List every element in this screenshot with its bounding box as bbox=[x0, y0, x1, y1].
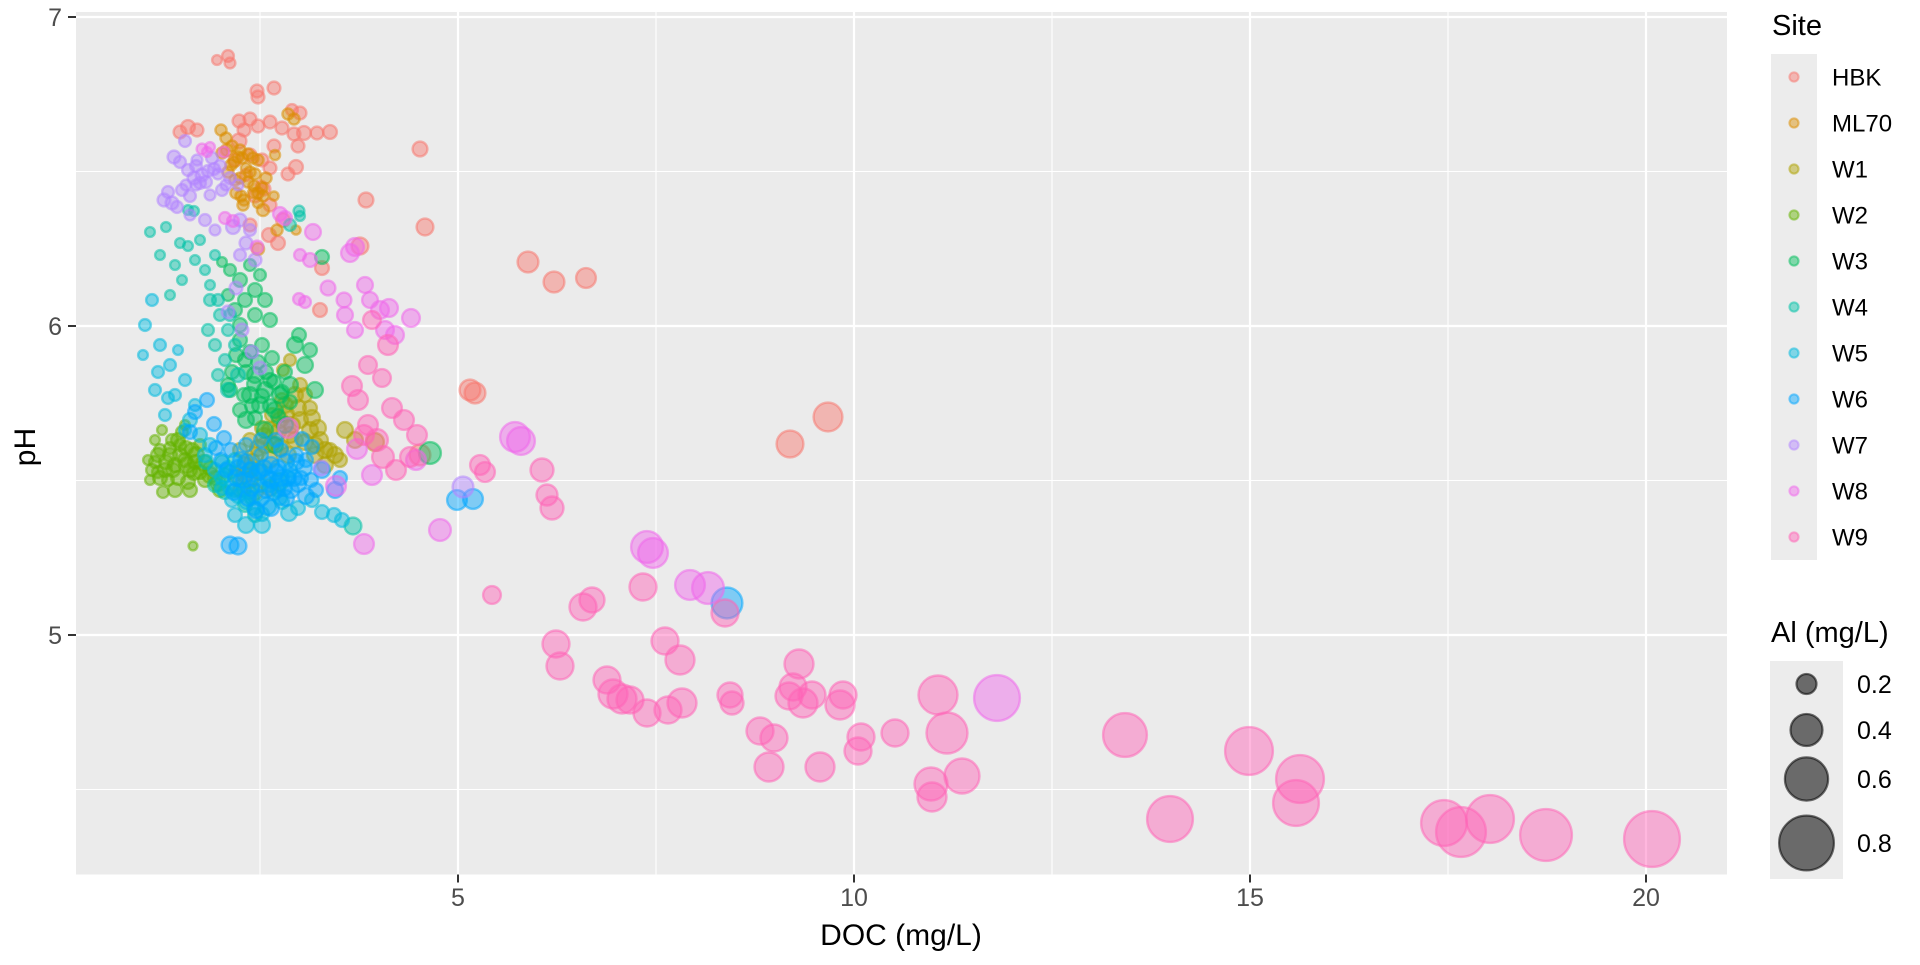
svg-text:HBK: HBK bbox=[1832, 65, 1881, 92]
svg-text:pH: pH bbox=[9, 428, 42, 466]
svg-text:0.2: 0.2 bbox=[1857, 671, 1892, 699]
svg-text:0.4: 0.4 bbox=[1857, 717, 1892, 745]
svg-text:W6: W6 bbox=[1832, 387, 1868, 414]
svg-text:W2: W2 bbox=[1832, 203, 1868, 230]
svg-text:6: 6 bbox=[48, 313, 62, 341]
svg-text:5: 5 bbox=[451, 884, 465, 912]
svg-text:15: 15 bbox=[1236, 884, 1264, 912]
svg-text:5: 5 bbox=[48, 622, 62, 650]
svg-text:W4: W4 bbox=[1832, 295, 1868, 322]
svg-text:7: 7 bbox=[48, 4, 62, 32]
svg-text:W1: W1 bbox=[1832, 157, 1868, 184]
svg-text:DOC (mg/L): DOC (mg/L) bbox=[820, 919, 982, 952]
svg-text:0.8: 0.8 bbox=[1857, 830, 1892, 858]
svg-text:0.6: 0.6 bbox=[1857, 766, 1892, 794]
svg-text:W9: W9 bbox=[1832, 525, 1868, 552]
svg-text:W8: W8 bbox=[1832, 479, 1868, 506]
svg-text:Site: Site bbox=[1772, 10, 1822, 42]
svg-text:W5: W5 bbox=[1832, 341, 1868, 368]
svg-text:W7: W7 bbox=[1832, 433, 1868, 460]
svg-text:20: 20 bbox=[1632, 884, 1660, 912]
svg-text:W3: W3 bbox=[1832, 249, 1868, 276]
svg-text:ML70: ML70 bbox=[1832, 111, 1892, 138]
svg-text:Al (mg/L): Al (mg/L) bbox=[1771, 617, 1889, 649]
svg-text:10: 10 bbox=[840, 884, 868, 912]
